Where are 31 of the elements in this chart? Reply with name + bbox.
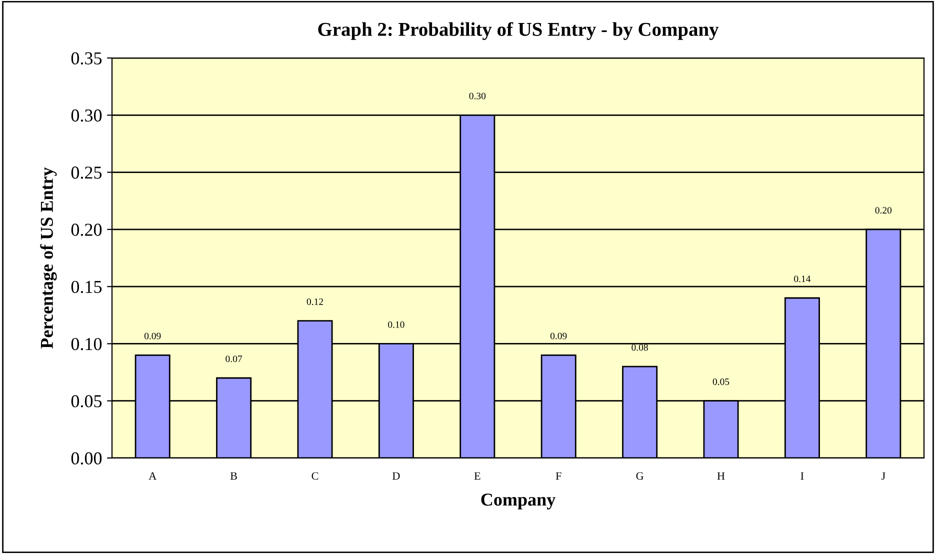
data-label: 0.30 [469,92,486,100]
y-tick-label: 0.15 [71,280,102,294]
data-label: 0.12 [306,298,323,306]
y-tick-label: 0.25 [71,166,102,179]
x-tick-label: B [230,472,237,480]
data-label: 0.20 [875,207,892,214]
y-tick-label: 0.30 [71,109,102,122]
y-tick-label: 0.10 [71,338,102,350]
y-tick-label: 0.35 [71,52,102,65]
data-label: 0.09 [144,332,161,340]
x-tick-label: J [881,472,886,480]
y-tick-label: 0.00 [71,452,102,465]
y-tick-label: 0.20 [71,224,102,236]
x-tick-label: E [474,472,480,480]
y-tick-label: 0.05 [71,395,102,408]
x-axis-title: Company [481,494,556,510]
chart-title: Graph 2: Probability of US Entry - by Company [318,22,719,40]
x-tick-label: H [717,472,725,480]
x-tick-label: F [556,472,562,480]
data-label: 0.07 [226,356,242,362]
data-label: 0.09 [550,332,567,340]
x-tick-label: D [392,472,400,480]
data-label: 0.08 [632,344,648,351]
data-label: 0.10 [388,321,404,328]
x-tick-label: G [636,472,644,480]
x-tick-label: I [800,472,804,480]
y-axis-title: Percentage of US Entry [40,167,57,349]
x-tick-label: C [312,472,318,480]
data-label: 0.05 [712,378,730,386]
data-label: 0.14 [794,276,811,282]
x-tick-label: A [148,472,157,480]
